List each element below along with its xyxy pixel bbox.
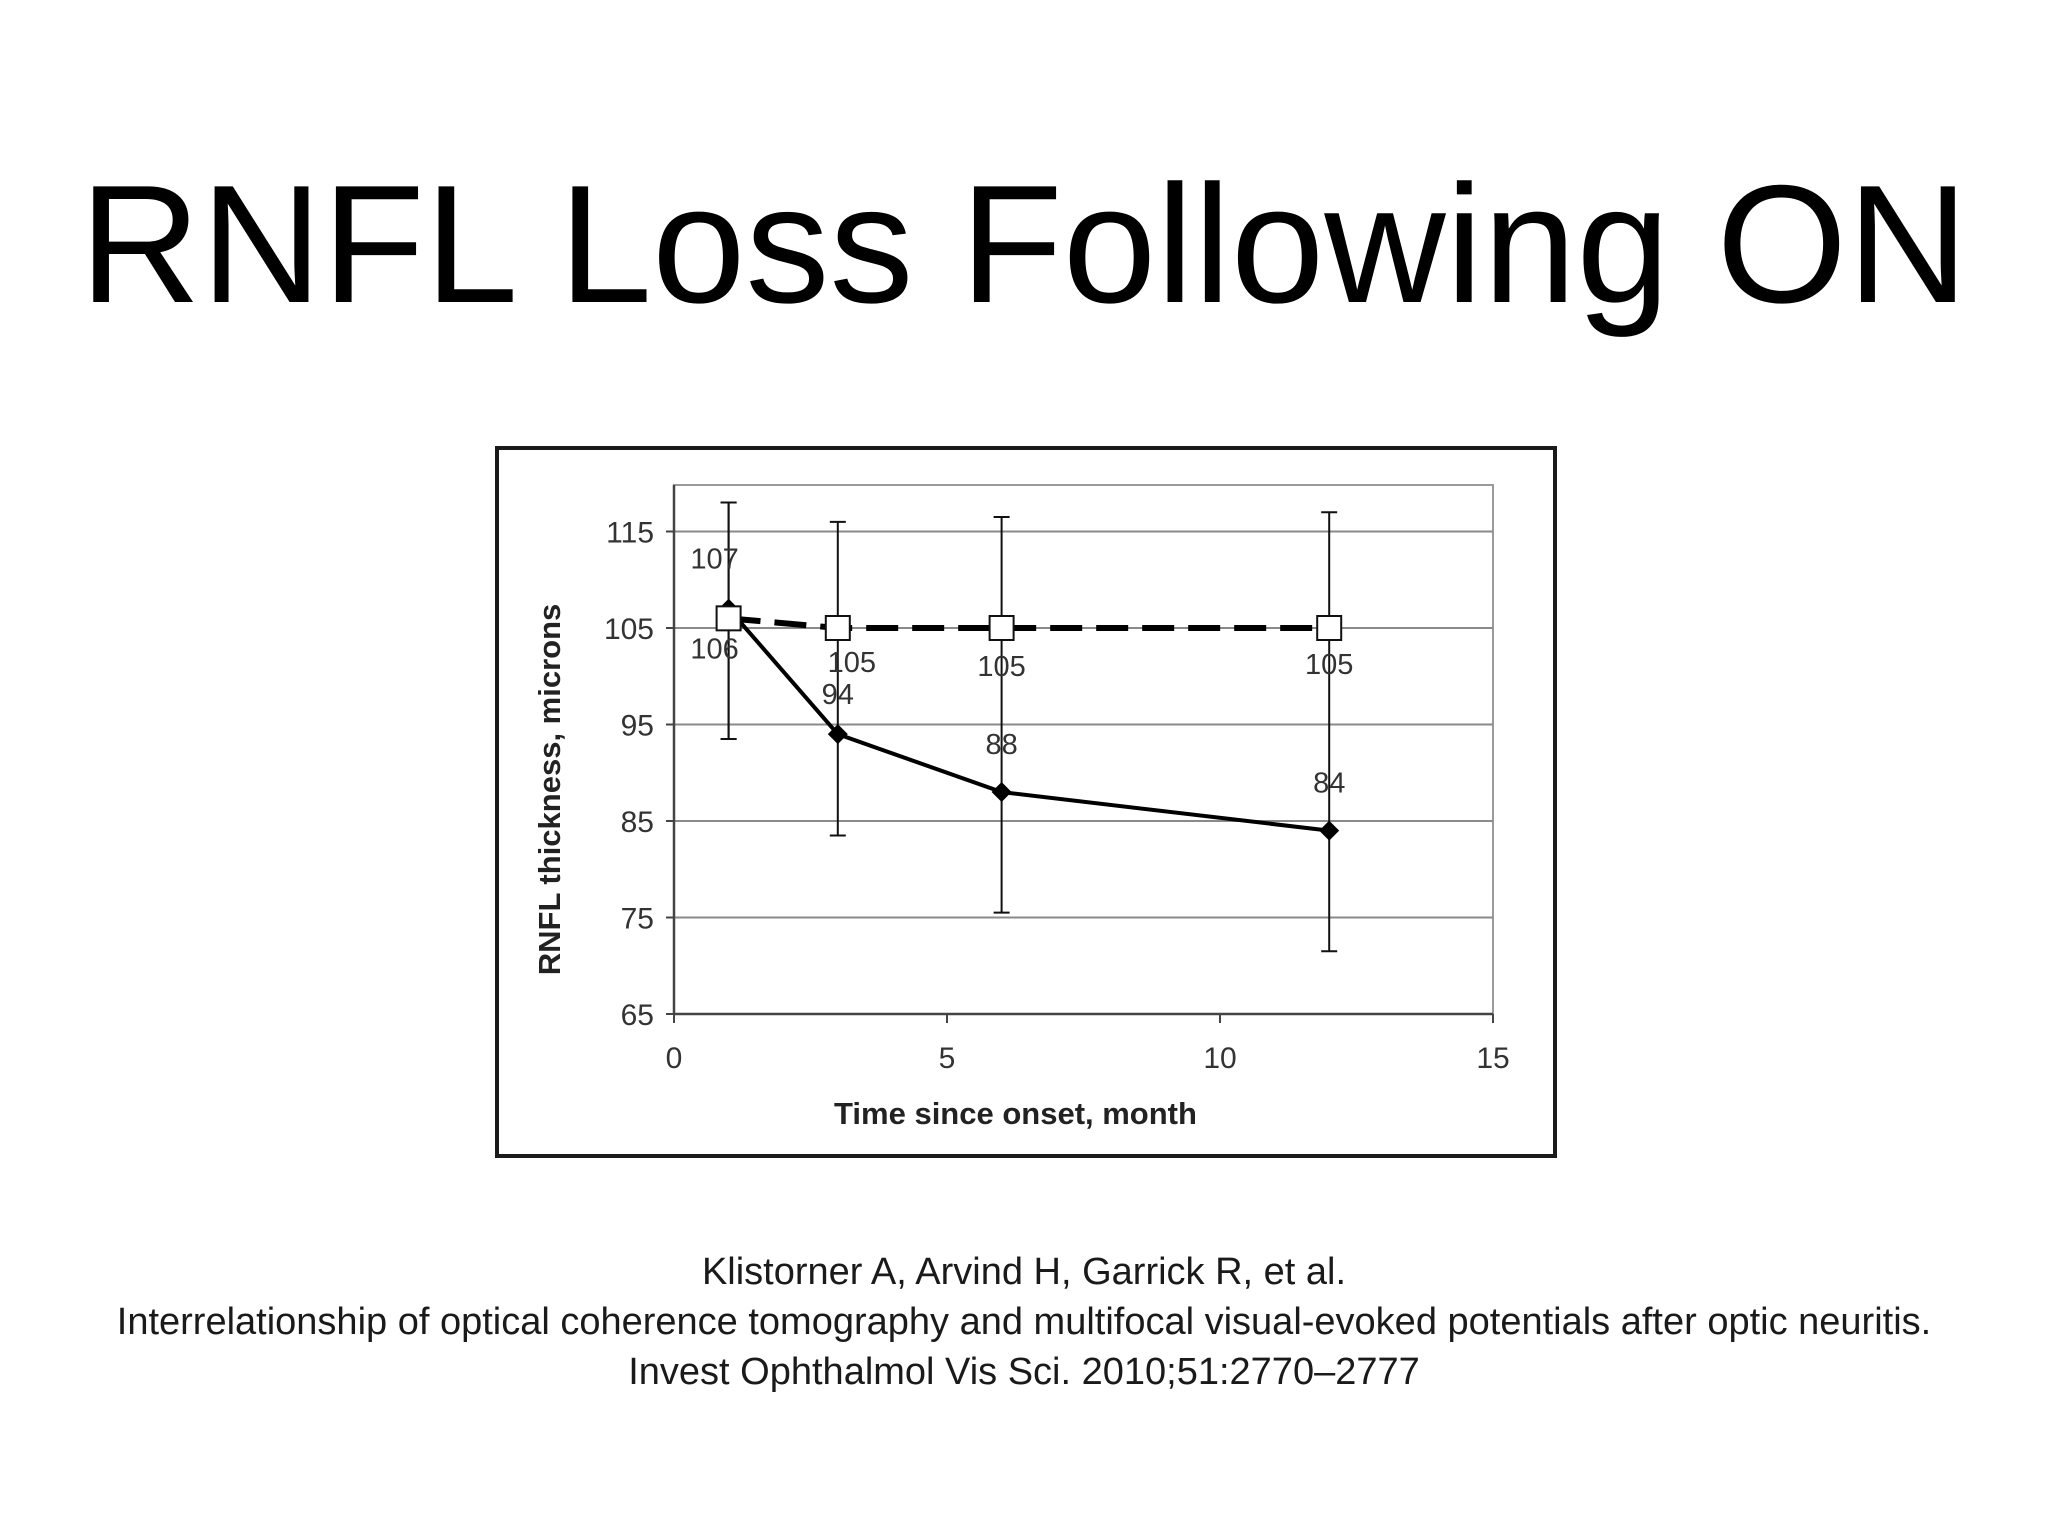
marker-diamond (827, 724, 848, 745)
slide-title: RNFL Loss Following ON (79, 150, 1969, 338)
x-tick-label: 0 (666, 1042, 683, 1075)
y-tick-label: 75 (621, 903, 654, 936)
y-tick-label: 85 (621, 806, 654, 839)
data-label: 105 (828, 647, 876, 679)
marker-square (1316, 615, 1343, 641)
data-label: 107 (690, 544, 738, 576)
y-tick-label: 115 (606, 517, 654, 550)
y-tick-label: 105 (604, 613, 654, 646)
marker-diamond (991, 782, 1012, 803)
y-tick-label: 95 (621, 710, 654, 743)
data-label: 94 (822, 679, 854, 711)
x-tick-label: 5 (939, 1042, 956, 1075)
data-label: 88 (985, 729, 1017, 761)
y-tick-label: 65 (621, 999, 654, 1032)
x-axis-label: Time since onset, month (834, 1096, 1197, 1131)
citation-authors: Klistorner A, Arvind H, Garrick R, et al… (701, 1251, 1347, 1293)
y-axis-label: RNFL thickness, microns (532, 604, 567, 976)
data-label: 84 (1313, 768, 1345, 800)
citation-title: Interrelationship of optical coherence t… (116, 1301, 1932, 1343)
citation-journal: Invest Ophthalmol Vis Sci. 2010;51:2770–… (628, 1351, 1420, 1393)
data-label: 105 (1305, 649, 1353, 681)
chart-frame (495, 446, 1557, 1158)
series-solid-line (727, 607, 1330, 833)
x-tick-label: 10 (1203, 1042, 1236, 1075)
series-dashed-line (728, 615, 1330, 631)
plot-area (673, 484, 1494, 1015)
marker-square (988, 615, 1015, 641)
citation: Klistorner A, Arvind H, Garrick R, et al… (0, 1247, 2048, 1397)
data-label: 106 (690, 633, 738, 665)
x-tick-label: 15 (1476, 1042, 1509, 1075)
marker-square (824, 615, 851, 641)
data-label: 105 (977, 651, 1025, 683)
marker-square (715, 605, 742, 632)
marker-diamond (1319, 820, 1340, 841)
